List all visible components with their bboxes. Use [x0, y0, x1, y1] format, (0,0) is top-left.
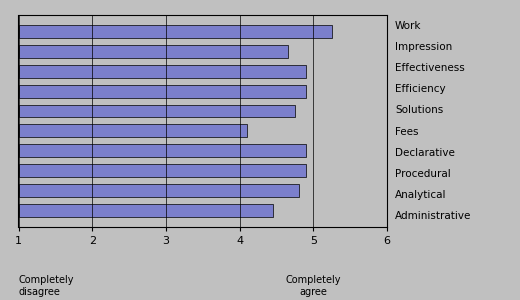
- Text: Effectiveness: Effectiveness: [395, 63, 465, 73]
- Text: Impression: Impression: [395, 42, 452, 52]
- Bar: [19, 64, 306, 78]
- Text: Analytical: Analytical: [395, 190, 446, 200]
- Text: Solutions: Solutions: [395, 105, 443, 116]
- Bar: [19, 85, 306, 98]
- Text: Completely
agree: Completely agree: [285, 275, 341, 297]
- Bar: [19, 204, 273, 217]
- Text: Administrative: Administrative: [395, 212, 471, 221]
- Bar: [19, 164, 306, 177]
- Bar: [19, 184, 298, 197]
- Bar: [19, 124, 247, 137]
- Bar: [19, 45, 288, 58]
- Text: Efficiency: Efficiency: [395, 84, 446, 94]
- Text: Procedural: Procedural: [395, 169, 451, 179]
- Text: Declarative: Declarative: [395, 148, 455, 158]
- Bar: [19, 144, 306, 158]
- Text: Fees: Fees: [395, 127, 419, 136]
- Text: Completely
disagree: Completely disagree: [19, 275, 74, 297]
- Bar: [19, 104, 295, 118]
- Bar: [19, 25, 332, 38]
- Text: Work: Work: [395, 21, 421, 31]
